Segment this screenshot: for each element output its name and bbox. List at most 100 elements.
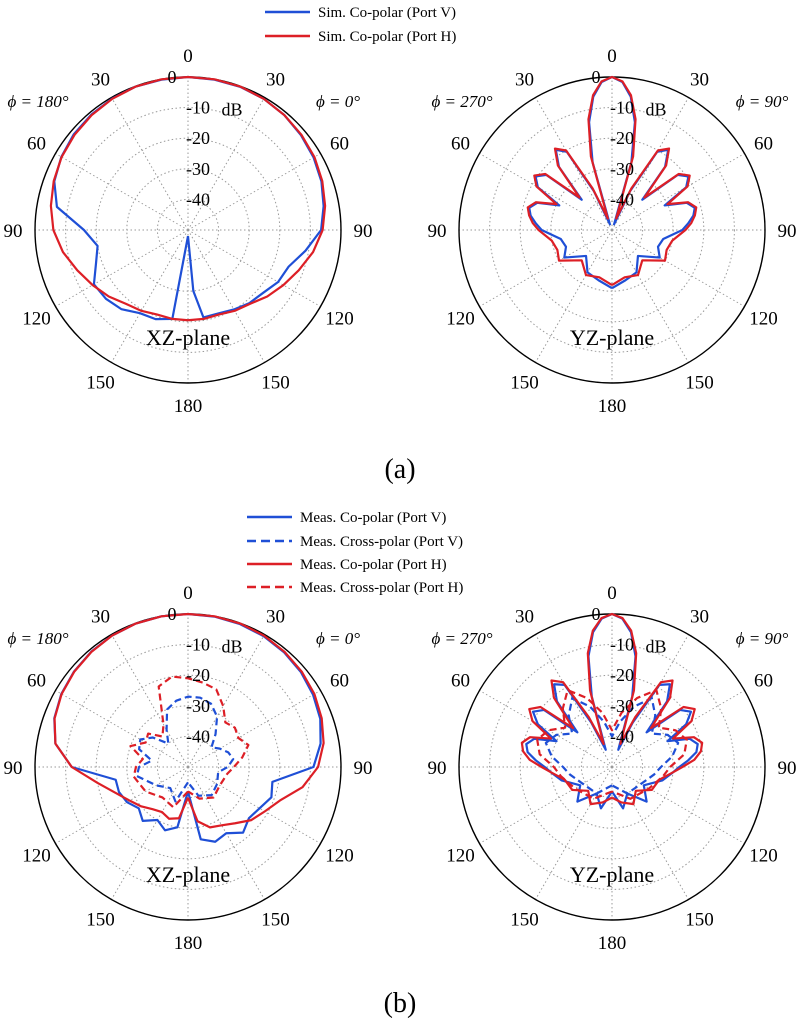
radial-tick-label: -20	[610, 665, 634, 685]
angle-tick-label: 90	[428, 758, 447, 779]
grid-spoke	[611, 634, 689, 768]
grid-spoke	[611, 229, 745, 307]
grid-spoke	[55, 229, 189, 307]
radial-tick-label: -10	[610, 635, 634, 655]
grid-spoke	[187, 634, 265, 768]
angle-tick-label: 30	[515, 69, 534, 90]
radial-tick-label: 0	[168, 67, 177, 87]
angle-tick-label: 0	[183, 46, 193, 67]
unit-label: dB	[221, 100, 242, 120]
angle-tick-label: 180	[174, 396, 203, 417]
grid-spoke	[187, 690, 321, 768]
grid-spoke	[535, 766, 613, 900]
angle-tick-label: 30	[266, 606, 285, 627]
grid-spoke	[611, 690, 745, 768]
angle-tick-label: 60	[27, 671, 46, 692]
angle-tick-label: 0	[607, 46, 617, 67]
series-line	[520, 612, 704, 806]
grid-circle	[95, 137, 281, 323]
grid-spoke	[111, 229, 189, 363]
grid-spoke	[55, 766, 189, 844]
grid-spoke	[479, 690, 613, 768]
legend-b-label-2: Meas. Co-polar (Port H)	[300, 557, 447, 573]
angle-tick-label: 0	[607, 583, 617, 604]
grid-circle	[65, 107, 311, 353]
series-line	[53, 612, 325, 829]
radial-tick-label: 0	[168, 604, 177, 624]
radial-tick-label: -30	[610, 696, 634, 716]
grid-spoke	[55, 690, 189, 768]
grid-spoke	[611, 229, 689, 363]
phi-right-label: ϕ = 0°	[316, 629, 360, 648]
phi-left-label: ϕ = 180°	[7, 92, 68, 111]
angle-tick-label: 150	[86, 373, 115, 394]
plane-label: XZ-plane	[146, 325, 230, 350]
angle-tick-label: 120	[749, 846, 778, 867]
radial-tick-label: -10	[186, 98, 210, 118]
radial-tick-label: -10	[610, 98, 634, 118]
grid-spoke	[55, 153, 189, 231]
plane-label: XZ-plane	[146, 862, 230, 887]
phi-right-label: ϕ = 0°	[316, 92, 360, 111]
angle-tick-label: 60	[451, 134, 470, 155]
phi-right-label: ϕ = 90°	[736, 92, 789, 111]
angle-tick-label: 60	[754, 671, 773, 692]
legend-a-label-1b: Sim. Co-polar (Port H)	[318, 29, 456, 45]
radial-tick-label: -20	[186, 665, 210, 685]
series-line	[129, 675, 250, 809]
angle-tick-label: 120	[749, 309, 778, 330]
radial-tick-label: -20	[186, 128, 210, 148]
angle-tick-label: 90	[354, 221, 373, 242]
grid-spoke	[479, 229, 613, 307]
series-line	[544, 697, 680, 795]
angle-tick-label: 90	[428, 221, 447, 242]
phi-left-label: ϕ = 270°	[431, 629, 492, 648]
grid-circle	[519, 137, 705, 323]
subfigure-label-b: (b)	[384, 988, 417, 1019]
legend-a-label-0: Sim. Co-polar (Port V)	[318, 5, 456, 21]
series-line	[49, 75, 327, 322]
plane-label: YZ-plane	[570, 862, 654, 887]
grid-spoke	[611, 153, 745, 231]
angle-tick-label: 120	[325, 846, 354, 867]
angle-tick-label: 150	[685, 910, 714, 931]
grid-spoke	[479, 153, 613, 231]
angle-tick-label: 30	[690, 606, 709, 627]
grid-spoke	[187, 97, 265, 231]
grid-spoke	[535, 229, 613, 363]
unit-label: dB	[221, 637, 242, 657]
angle-tick-label: 180	[174, 933, 203, 954]
plane-label: YZ-plane	[570, 325, 654, 350]
angle-tick-label: 30	[91, 606, 110, 627]
angle-tick-label: 120	[22, 309, 51, 330]
legend-b-label-3: Meas. Cross-polar (Port H)	[300, 580, 463, 596]
grid-circle	[519, 674, 705, 860]
polar-plot-b-yz: 0 30 60 90 120 150 180 150 120 90 60 30 0 -10 -20 -30 -4…	[428, 583, 797, 954]
unit-label: dB	[645, 100, 666, 120]
radial-tick-label: 0	[592, 67, 601, 87]
legend-b: Meas. Co-polar (Port V) Meas. Cross-pola…	[247, 510, 463, 596]
radial-tick-label: -30	[186, 159, 210, 179]
radial-tick-label: -40	[186, 726, 210, 746]
radial-tick-label: -30	[186, 696, 210, 716]
angle-tick-label: 60	[330, 671, 349, 692]
grid-circle	[580, 735, 644, 799]
grid-spoke	[111, 634, 189, 768]
radial-tick-label: -20	[610, 128, 634, 148]
grid-circle	[156, 735, 220, 799]
angle-tick-label: 150	[510, 373, 539, 394]
angle-tick-label: 90	[778, 221, 797, 242]
radial-tick-label: 0	[592, 604, 601, 624]
grid-spoke	[111, 766, 189, 900]
angle-tick-label: 120	[22, 846, 51, 867]
radial-tick-label: -10	[186, 635, 210, 655]
polar-plot-a-yz: 0 30 60 90 120 150 180 150 120 90 60 30 0 -10 -20 -30 -4…	[428, 46, 797, 417]
subfigure-label-a: (a)	[384, 454, 415, 485]
angle-tick-label: 150	[685, 373, 714, 394]
polar-plot-b-xz: 0 30 60 90 120 150 180 150 120 90 60 30 0 -10 -20 -30 -4…	[4, 583, 373, 954]
legend-b-label-1: Meas. Cross-polar (Port V)	[300, 534, 463, 550]
angle-tick-label: 90	[778, 758, 797, 779]
grid-spoke	[187, 229, 321, 307]
angle-tick-label: 150	[510, 910, 539, 931]
